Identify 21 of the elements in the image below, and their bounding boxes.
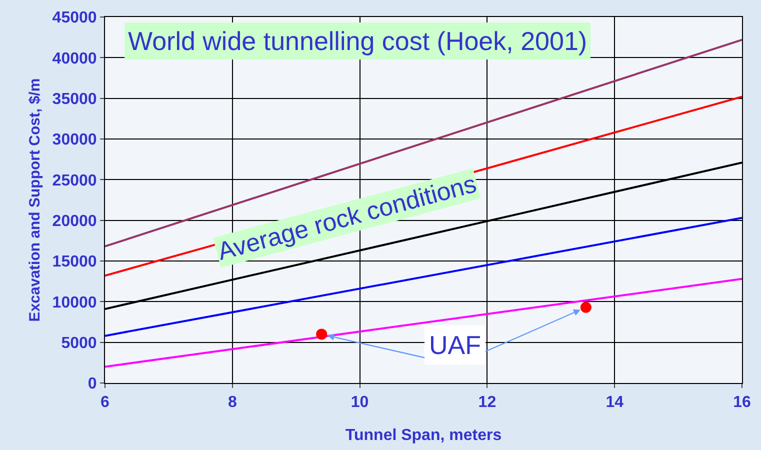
y-tick-label: 45000: [52, 10, 97, 27]
y-tick-label: 5000: [61, 334, 97, 352]
x-tick-label: 16: [733, 394, 751, 412]
y-tick-label: 40000: [52, 50, 97, 68]
y-tick-label: 20000: [52, 212, 97, 230]
annotation: UAF: [429, 330, 481, 360]
y-tick-label: 30000: [52, 132, 97, 149]
y-tick-label: 0: [88, 376, 97, 393]
y-tick-label: 35000: [52, 90, 97, 108]
y-tick-label: 15000: [52, 254, 97, 271]
y-tick-label: 10000: [52, 294, 97, 312]
x-tick-label: 6: [100, 394, 110, 412]
text: Average rock conditions: [214, 170, 480, 266]
y-axis-title: Excavation and Support Cost, $/m: [26, 78, 44, 322]
x-tick-label: 14: [606, 394, 624, 412]
chart-title: World wide tunnelling cost (Hoek, 2001): [128, 26, 588, 56]
x-axis-title: Tunnel Span, meters: [345, 426, 502, 444]
y-tick-label: 25000: [52, 172, 97, 190]
x-tick-label: 10: [350, 394, 369, 412]
x-tick-label: 8: [228, 394, 237, 412]
x-tick-label: 12: [478, 394, 496, 412]
